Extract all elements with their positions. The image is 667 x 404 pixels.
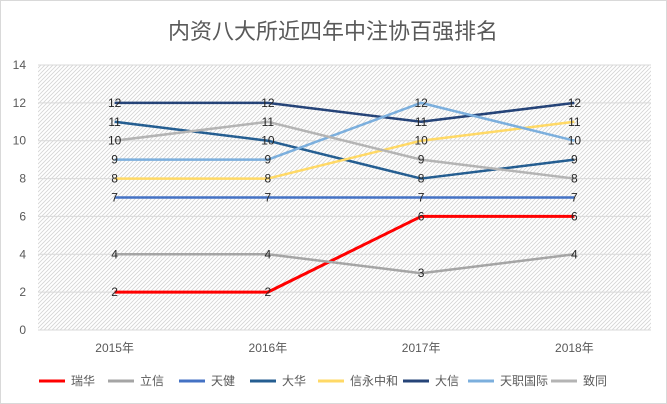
series-line-8 <box>114 120 575 180</box>
x-tick-label: 2017年 <box>402 341 441 355</box>
y-tick-label: 0 <box>19 323 26 337</box>
y-tick-label: 12 <box>13 96 27 110</box>
data-label: 8 <box>418 172 425 186</box>
data-label: 12 <box>414 96 428 110</box>
legend-label: 信永中和 <box>350 373 398 388</box>
data-label: 10 <box>414 134 428 148</box>
legend-item: 瑞华 <box>39 374 95 388</box>
legend-item: 信永中和 <box>318 373 398 388</box>
data-label: 11 <box>568 115 581 129</box>
data-label: 2 <box>265 285 272 299</box>
legend-label: 天职国际 <box>500 374 548 388</box>
legend-item: 天健 <box>179 374 235 388</box>
data-label: 4 <box>265 247 272 261</box>
y-tick-label: 6 <box>19 209 26 223</box>
data-label: 12 <box>568 96 582 110</box>
data-label: 10 <box>568 134 582 148</box>
series-line-7 <box>114 101 575 161</box>
x-tick-label: 2018年 <box>555 341 594 355</box>
legend-label: 大信 <box>435 374 459 388</box>
data-label: 11 <box>108 115 121 129</box>
y-tick-label: 2 <box>19 285 26 299</box>
legend-item: 立信 <box>108 373 164 388</box>
y-tick-label: 10 <box>13 134 27 148</box>
series-line-2 <box>114 253 575 275</box>
data-label: 11 <box>415 115 428 129</box>
data-label: 7 <box>111 191 118 205</box>
chart-title: 内资八大所近四年中注协百强排名 <box>168 20 498 45</box>
legend-label: 天健 <box>211 374 235 388</box>
legend-label: 大华 <box>282 374 306 388</box>
y-tick-label: 14 <box>13 58 27 72</box>
data-label: 8 <box>265 172 272 186</box>
x-axis: 2015年 2016年 2017年 2018年 <box>95 341 593 355</box>
data-label: 7 <box>418 191 425 205</box>
legend-item: 大华 <box>250 374 306 388</box>
data-label: 7 <box>265 191 272 205</box>
data-label: 8 <box>571 172 578 186</box>
data-label: 8 <box>111 172 118 186</box>
data-label: 9 <box>265 153 272 167</box>
data-label: 6 <box>571 209 578 223</box>
legend-item: 天职国际 <box>468 374 548 388</box>
legend: 瑞华 立信 天健 大华 信永中和 大信 天职国际 致同 <box>39 373 607 388</box>
series-line-5 <box>114 120 575 180</box>
data-label: 12 <box>108 96 122 110</box>
data-label: 4 <box>571 247 578 261</box>
series-line-6 <box>114 101 575 124</box>
data-label: 7 <box>571 191 578 205</box>
data-label: 10 <box>108 134 122 148</box>
legend-item: 致同 <box>551 374 607 388</box>
x-tick-label: 2015年 <box>95 341 134 355</box>
data-label: 12 <box>261 96 275 110</box>
data-label: 10 <box>261 134 275 148</box>
y-tick-label: 4 <box>19 247 26 261</box>
series-line-1 <box>114 214 575 294</box>
data-label: 3 <box>418 266 425 280</box>
legend-label: 瑞华 <box>71 374 95 388</box>
series-lines <box>114 101 575 294</box>
y-tick-label: 8 <box>19 172 26 186</box>
legend-label: 立信 <box>140 373 164 388</box>
x-tick-label: 2016年 <box>249 341 288 355</box>
data-labels: 2 2 6 6 4 4 3 4 7 7 7 7 11 10 8 9 8 8 10 11 12 12 11 12 9 9 12 10 10… <box>108 96 581 299</box>
data-label: 9 <box>418 153 425 167</box>
data-label: 6 <box>418 209 425 223</box>
data-label: 9 <box>571 153 578 167</box>
data-label: 2 <box>111 285 118 299</box>
legend-item: 大信 <box>403 374 459 388</box>
data-label: 11 <box>262 115 275 129</box>
y-axis: 0 2 4 6 8 10 12 14 <box>13 58 27 337</box>
data-label: 4 <box>111 247 118 261</box>
legend-label: 致同 <box>583 374 607 388</box>
data-label: 9 <box>111 153 118 167</box>
